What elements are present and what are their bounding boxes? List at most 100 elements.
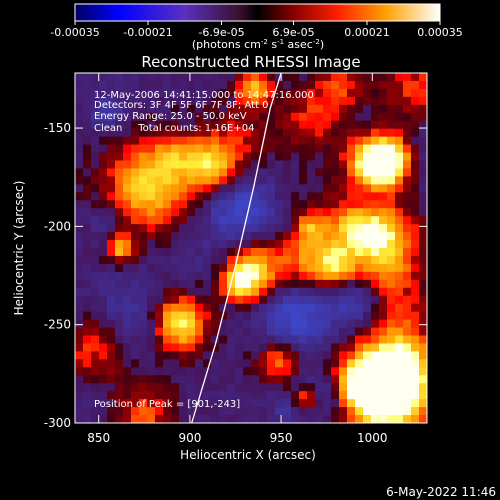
heatmap-cell — [99, 399, 108, 408]
heatmap-cell — [315, 208, 324, 217]
heatmap-cell — [235, 335, 244, 344]
heatmap-cell — [275, 96, 284, 106]
heatmap-cell — [75, 96, 84, 106]
heatmap-cell — [91, 240, 100, 249]
heatmap-cell — [419, 415, 427, 423]
heatmap-cell — [283, 152, 292, 161]
x-tick-label: 950 — [270, 431, 293, 445]
heatmap-cell — [179, 200, 188, 209]
heatmap-cell — [331, 407, 340, 416]
heatmap-cell — [195, 208, 204, 217]
heatmap-cell — [91, 120, 100, 130]
heatmap-cell — [131, 248, 140, 257]
heatmap-cell — [147, 104, 156, 114]
heatmap-cell — [339, 407, 348, 416]
heatmap-cell — [331, 327, 340, 336]
heatmap-cell — [235, 359, 244, 368]
heatmap-cell — [251, 216, 260, 225]
heatmap-cell — [131, 240, 140, 249]
heatmap-cell — [371, 391, 380, 400]
heatmap-cell — [91, 279, 100, 289]
heatmap-cell — [395, 96, 404, 106]
heatmap-cell — [195, 343, 204, 352]
heatmap-cell — [187, 192, 196, 201]
heatmap-cell — [291, 73, 300, 82]
heatmap-cell — [171, 80, 180, 90]
heatmap-cell — [147, 160, 156, 169]
heatmap-cell — [339, 136, 348, 145]
heatmap-cell — [147, 128, 156, 138]
heatmap-cell — [259, 160, 268, 169]
heatmap-cell — [379, 208, 388, 217]
heatmap-cell — [235, 383, 244, 392]
heatmap-cell — [339, 271, 348, 281]
heatmap-cell — [339, 168, 348, 177]
heatmap-cell — [411, 176, 420, 185]
heatmap-cell — [195, 200, 204, 209]
heatmap-cell — [179, 144, 188, 153]
heatmap-cell — [91, 200, 100, 209]
heatmap-cell — [99, 415, 108, 423]
heatmap-cell — [107, 240, 116, 249]
heatmap-cell — [203, 216, 212, 225]
heatmap-cell — [203, 200, 212, 209]
heatmap-cell — [179, 168, 188, 177]
heatmap-cell — [395, 271, 404, 281]
heatmap-cell — [243, 96, 252, 106]
heatmap-cell — [307, 335, 316, 344]
heatmap-cell — [363, 319, 372, 328]
heatmap-cell — [259, 255, 268, 265]
heatmap-cell — [387, 96, 396, 106]
heatmap-cell — [363, 287, 372, 297]
heatmap-cell — [259, 152, 268, 161]
heatmap-cell — [267, 176, 276, 185]
heatmap-cell — [355, 263, 364, 273]
heatmap-cell — [163, 319, 172, 328]
heatmap-cell — [123, 255, 132, 265]
heatmap-cell — [75, 208, 84, 217]
heatmap-cell — [307, 399, 316, 408]
heatmap-cell — [235, 152, 244, 161]
heatmap-cell — [395, 144, 404, 153]
heatmap-cell — [355, 88, 364, 98]
heatmap-cell — [107, 391, 116, 400]
heatmap-cell — [243, 144, 252, 153]
heatmap-cell — [235, 96, 244, 106]
heatmap-cell — [339, 335, 348, 344]
heatmap-cell — [379, 383, 388, 392]
heatmap-cell — [179, 96, 188, 106]
heatmap-cell — [315, 240, 324, 249]
heatmap-cell — [75, 144, 84, 153]
heatmap-cell — [299, 144, 308, 153]
heatmap-cell — [387, 351, 396, 360]
heatmap-cell — [363, 184, 372, 193]
heatmap-cell — [219, 80, 228, 90]
heatmap-cell — [339, 200, 348, 209]
heatmap-cell — [339, 351, 348, 360]
heatmap-cell — [315, 152, 324, 161]
heatmap-cell — [323, 343, 332, 352]
heatmap-cell — [171, 375, 180, 384]
heatmap-cell — [75, 128, 84, 138]
heatmap-cell — [387, 327, 396, 336]
heatmap-cell — [355, 136, 364, 145]
heatmap-cell — [187, 375, 196, 384]
heatmap-cell — [371, 319, 380, 328]
heatmap-cell — [291, 216, 300, 225]
heatmap-cell — [267, 73, 276, 82]
heatmap-cell — [91, 407, 100, 416]
heatmap-cell — [219, 295, 228, 305]
heatmap-cell — [371, 136, 380, 145]
heatmap-cell — [195, 415, 204, 423]
heatmap-cell — [315, 160, 324, 169]
heatmap-cell — [107, 335, 116, 344]
heatmap-cell — [283, 104, 292, 114]
heatmap-cell — [219, 407, 228, 416]
heatmap-cell — [203, 303, 212, 313]
heatmap-cell — [235, 176, 244, 185]
heatmap-cell — [307, 200, 316, 209]
heatmap-cell — [171, 319, 180, 328]
heatmap-cell — [155, 232, 164, 241]
heatmap-cell — [83, 216, 92, 225]
heatmap-cell — [291, 407, 300, 416]
